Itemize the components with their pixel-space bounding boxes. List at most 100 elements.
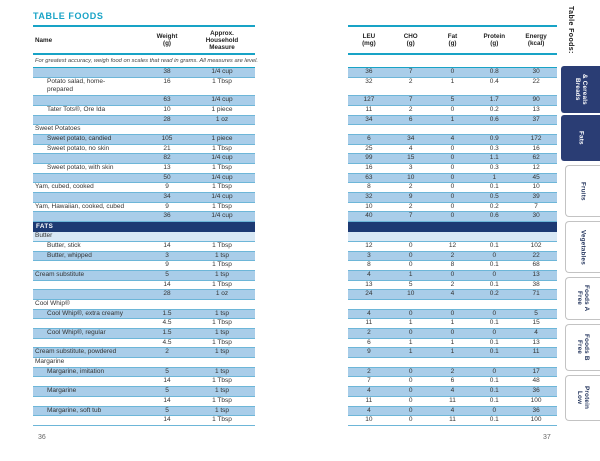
col-header-fat: Fat (g) [447,33,458,47]
measure-value: 1 Tbsp [212,416,232,424]
tab-vegetables[interactable]: Vegetables [565,221,600,273]
tab-fruits[interactable]: Fruits [565,165,600,217]
row-left-segment: 38 1/4 cup [33,68,255,78]
page-gutter [255,222,348,232]
protein-value: 0.1 [489,280,499,288]
tab-free-foods-a[interactable]: Free Foods A [565,277,600,320]
measure-value: 1 tsp [214,329,230,336]
table-row: 36 1/4 cup 40 7 0 0.6 30 [33,212,557,223]
energy-value: 100 [530,416,542,424]
measure-value [189,358,255,367]
cho-value: 34 [407,134,415,142]
row-left-segment: Margarine, soft tub 5 1 tsp [33,406,255,417]
cho-value: 1 [408,319,413,327]
row-left-segment: 14 1 Tbsp [33,396,255,407]
fat-value: 1 [450,348,455,356]
protein-value: 0 [492,329,497,336]
measure-value: 1 oz [215,115,229,123]
tab-fats[interactable]: Fats [561,115,600,161]
table-row: Margarine, soft tub 5 1 tsp 4 0 4 0 36 [33,406,557,417]
tab-low-protein[interactable]: Low Protein [565,375,600,421]
row-right-segment: 8 0 8 0.1 68 [348,261,557,271]
fat-value: 11 [449,396,456,404]
cho-value: 0 [408,416,413,424]
weight-value [145,358,189,367]
table-row: Sweet potato, candied 105 1 piece 6 34 4 0.9 17… [33,134,557,145]
energy-value: 5 [534,309,538,317]
energy-value: 7 [534,202,538,210]
weight-value: 63 [163,96,171,104]
table-row: 38 1/4 cup 36 7 0 0.8 30 [33,68,557,78]
page-gutter [255,183,348,193]
measure-value: 1/4 cup [211,68,233,75]
row-left-segment: 63 1/4 cup [33,96,255,106]
weight-value: 14 [163,241,171,249]
protein-value: 0.5 [489,193,499,201]
weight-value: 14 [163,396,171,404]
table-row: 82 1/4 cup 99 15 0 1.1 62 [33,154,557,164]
protein-value: 0.1 [489,377,499,385]
food-name [33,68,145,77]
col-header-leu: LEU (mg) [362,33,376,47]
weight-value: 34 [163,193,171,201]
energy-value: 36 [532,387,540,395]
protein-value [473,358,515,367]
leu-value: 10 [365,416,373,424]
food-name [33,281,145,290]
tab-breads-cereals[interactable]: Breads & Cereals [561,66,600,113]
leu-value: 10 [365,202,373,210]
weight-value: 3 [165,251,169,259]
row-left-segment: 4.5 1 Tbsp [33,338,255,349]
cho-value: 2 [408,183,413,191]
protein-value: 0 [492,251,497,259]
measure-value: 1 tsp [214,309,230,317]
weight-value: 14 [163,416,171,424]
energy-value: 62 [532,154,540,162]
leu-value: 32 [365,77,373,85]
page-gutter [255,96,348,106]
energy-value: 39 [532,193,540,201]
table-body: 38 1/4 cup 36 7 0 0.8 30 Potato salad, home- pr… [33,68,557,426]
leu-value: 4 [367,406,371,414]
leu-value: 6 [367,338,371,346]
page-gutter [255,68,348,78]
food-name [33,261,145,270]
measure-value: 1/4 cup [211,193,233,201]
row-left-segment: 50 1/4 cup [33,173,255,184]
tab-free-foods-b[interactable]: Free Foods B [565,324,600,371]
row-right-segment: 2 0 2 0 17 [348,367,557,378]
fat-value: 0 [450,164,455,171]
measure-value: 1 Tbsp [212,77,232,85]
protein-value: 0.3 [489,164,499,171]
row-left-segment: Yam, cubed, cooked 9 1 Tbsp [33,183,255,194]
row-left-segment: Butter, stick 14 1 Tbsp [33,241,255,252]
food-name: Sweet Potatoes [35,125,81,133]
energy-value: 30 [532,68,540,75]
food-name: Margarine [47,387,77,395]
table-row: Butter, whipped 3 1 tsp 3 0 2 0 22 [33,251,557,262]
row-left-segment: Sweet potato, with skin 13 1 Tbsp [33,164,255,174]
cho-value: 0 [408,387,413,395]
row-right-segment: 4 1 0 0 13 [348,270,557,281]
measure-value: 1 tsp [214,270,230,278]
food-name: Cream substitute [35,270,85,278]
weight-value: 13 [163,164,171,171]
energy-value: 13 [532,270,540,278]
row-left-segment: Potato salad, home- prepared 16 1 Tbsp [33,77,255,97]
measure-value: 1 Tbsp [212,202,232,210]
leu-value: 4 [367,387,371,395]
fat-value: 0 [450,68,455,75]
col-header-measure: Approx. Household Measure [205,29,239,51]
energy-value [515,300,557,309]
weight-value: 5 [165,406,169,414]
cho-value [390,232,432,241]
page-gutter [255,377,348,387]
table-row: Sweet potato, no skin 21 1 Tbsp 25 4 0 0.3 16 [33,144,557,155]
weight-value: 1.5 [162,329,172,336]
measure-value: 1 Tbsp [212,338,232,346]
fat-value: 8 [450,261,455,269]
energy-value: 13 [532,338,540,346]
measure-value: 1/4 cup [211,173,233,181]
leu-value: 25 [365,144,373,152]
protein-value: 0.4 [489,77,499,85]
